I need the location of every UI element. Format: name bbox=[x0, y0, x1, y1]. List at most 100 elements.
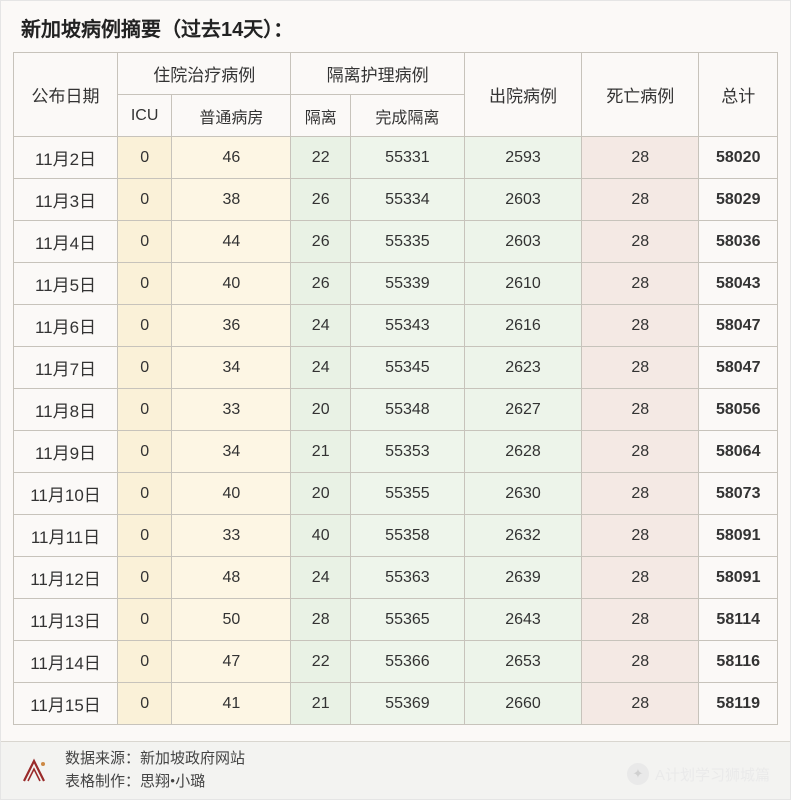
cell-total: 58119 bbox=[699, 683, 778, 725]
cell-total: 58064 bbox=[699, 431, 778, 473]
cell-ward: 33 bbox=[172, 389, 291, 431]
cell-date: 11月4日 bbox=[14, 221, 118, 263]
cell-deaths: 28 bbox=[582, 389, 699, 431]
cell-iso-done: 55365 bbox=[350, 599, 464, 641]
cell-total: 58020 bbox=[699, 137, 778, 179]
cell-discharged: 2603 bbox=[464, 221, 581, 263]
cell-icu: 0 bbox=[118, 263, 172, 305]
maker-value: 思翔•小璐 bbox=[140, 774, 205, 790]
cell-date: 11月13日 bbox=[14, 599, 118, 641]
footer: 数据来源：新加坡政府网站 表格制作：思翔•小璐 ✦ A计划学习狮城篇 bbox=[1, 741, 790, 799]
table-body: 11月2日04622553312593285802011月3日038265533… bbox=[14, 137, 778, 725]
source-value: 新加坡政府网站 bbox=[140, 751, 245, 767]
logo-icon bbox=[17, 754, 51, 788]
cell-icu: 0 bbox=[118, 179, 172, 221]
cell-deaths: 28 bbox=[582, 221, 699, 263]
table-row: 11月2日046225533125932858020 bbox=[14, 137, 778, 179]
cell-iso-done: 55358 bbox=[350, 515, 464, 557]
cell-icu: 0 bbox=[118, 347, 172, 389]
cell-icu: 0 bbox=[118, 137, 172, 179]
cell-iso: 21 bbox=[291, 431, 351, 473]
cell-iso-done: 55334 bbox=[350, 179, 464, 221]
watermark-text: A计划学习狮城篇 bbox=[655, 764, 770, 785]
cell-total: 58036 bbox=[699, 221, 778, 263]
cell-deaths: 28 bbox=[582, 641, 699, 683]
cell-iso-done: 55353 bbox=[350, 431, 464, 473]
cell-ward: 36 bbox=[172, 305, 291, 347]
cell-iso: 20 bbox=[291, 473, 351, 515]
table-row: 11月9日034215535326282858064 bbox=[14, 431, 778, 473]
cell-date: 11月14日 bbox=[14, 641, 118, 683]
cell-iso-done: 55355 bbox=[350, 473, 464, 515]
col-iso-done: 完成隔离 bbox=[350, 95, 464, 137]
cell-discharged: 2628 bbox=[464, 431, 581, 473]
cell-discharged: 2660 bbox=[464, 683, 581, 725]
cell-iso: 26 bbox=[291, 221, 351, 263]
cell-deaths: 28 bbox=[582, 305, 699, 347]
cell-ward: 38 bbox=[172, 179, 291, 221]
cell-ward: 47 bbox=[172, 641, 291, 683]
cell-discharged: 2603 bbox=[464, 179, 581, 221]
cell-iso: 22 bbox=[291, 641, 351, 683]
cell-date: 11月7日 bbox=[14, 347, 118, 389]
cell-iso-done: 55366 bbox=[350, 641, 464, 683]
cell-date: 11月11日 bbox=[14, 515, 118, 557]
cell-iso: 26 bbox=[291, 179, 351, 221]
cell-discharged: 2639 bbox=[464, 557, 581, 599]
cell-total: 58029 bbox=[699, 179, 778, 221]
table-row: 11月3日038265533426032858029 bbox=[14, 179, 778, 221]
cell-iso-done: 55335 bbox=[350, 221, 464, 263]
cell-ward: 48 bbox=[172, 557, 291, 599]
maker-label: 表格制作： bbox=[65, 774, 140, 790]
table-row: 11月5日040265533926102858043 bbox=[14, 263, 778, 305]
cell-date: 11月2日 bbox=[14, 137, 118, 179]
cell-deaths: 28 bbox=[582, 683, 699, 725]
cell-total: 58116 bbox=[699, 641, 778, 683]
col-discharged: 出院病例 bbox=[464, 53, 581, 137]
page-title: 新加坡病例摘要（过去14天）： bbox=[1, 1, 790, 52]
cell-date: 11月5日 bbox=[14, 263, 118, 305]
cell-iso-done: 55339 bbox=[350, 263, 464, 305]
cell-ward: 50 bbox=[172, 599, 291, 641]
cell-date: 11月6日 bbox=[14, 305, 118, 347]
cell-total: 58056 bbox=[699, 389, 778, 431]
cell-total: 58114 bbox=[699, 599, 778, 641]
cell-discharged: 2627 bbox=[464, 389, 581, 431]
cell-iso: 20 bbox=[291, 389, 351, 431]
cell-deaths: 28 bbox=[582, 263, 699, 305]
cell-ward: 40 bbox=[172, 263, 291, 305]
cell-total: 58047 bbox=[699, 347, 778, 389]
cell-ward: 44 bbox=[172, 221, 291, 263]
table-row: 11月10日040205535526302858073 bbox=[14, 473, 778, 515]
col-ward: 普通病房 bbox=[172, 95, 291, 137]
cell-deaths: 28 bbox=[582, 599, 699, 641]
table-row: 11月8日033205534826272858056 bbox=[14, 389, 778, 431]
cell-iso-done: 55343 bbox=[350, 305, 464, 347]
cell-date: 11月15日 bbox=[14, 683, 118, 725]
cell-total: 58091 bbox=[699, 557, 778, 599]
table-row: 11月4日044265533526032858036 bbox=[14, 221, 778, 263]
cell-discharged: 2653 bbox=[464, 641, 581, 683]
cell-icu: 0 bbox=[118, 473, 172, 515]
cell-date: 11月9日 bbox=[14, 431, 118, 473]
cell-discharged: 2623 bbox=[464, 347, 581, 389]
cell-discharged: 2610 bbox=[464, 263, 581, 305]
col-icu: ICU bbox=[118, 95, 172, 137]
cell-icu: 0 bbox=[118, 683, 172, 725]
cell-discharged: 2616 bbox=[464, 305, 581, 347]
cell-iso-done: 55331 bbox=[350, 137, 464, 179]
table-row: 11月12日048245536326392858091 bbox=[14, 557, 778, 599]
cell-ward: 40 bbox=[172, 473, 291, 515]
cell-iso: 28 bbox=[291, 599, 351, 641]
source-label: 数据来源： bbox=[65, 751, 140, 767]
cell-deaths: 28 bbox=[582, 347, 699, 389]
cell-ward: 33 bbox=[172, 515, 291, 557]
cell-icu: 0 bbox=[118, 431, 172, 473]
cell-discharged: 2643 bbox=[464, 599, 581, 641]
colgroup-isolation: 隔离护理病例 bbox=[291, 53, 464, 95]
cell-iso-done: 55348 bbox=[350, 389, 464, 431]
cell-ward: 34 bbox=[172, 431, 291, 473]
cell-date: 11月8日 bbox=[14, 389, 118, 431]
cell-iso: 26 bbox=[291, 263, 351, 305]
table-row: 11月15日041215536926602858119 bbox=[14, 683, 778, 725]
